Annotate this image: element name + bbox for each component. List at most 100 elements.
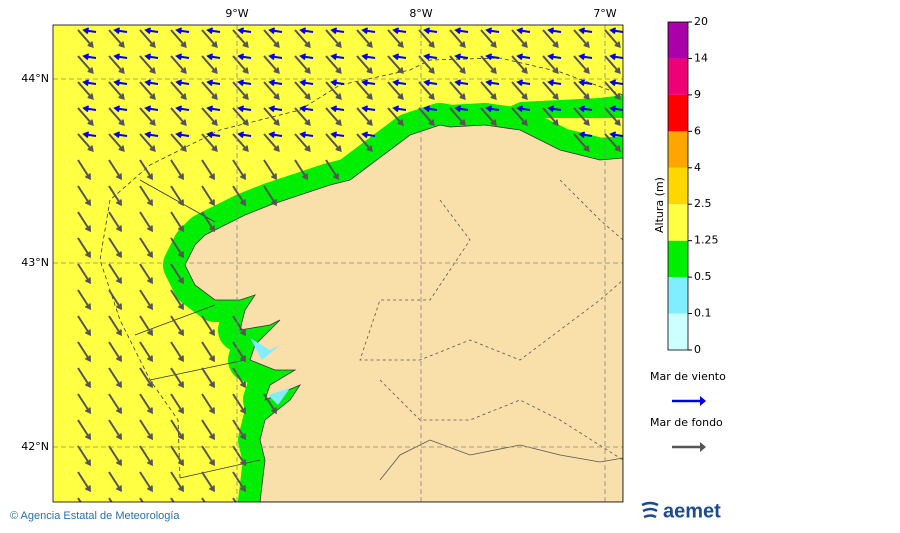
colorbar-band — [668, 277, 688, 314]
arrow — [263, 55, 280, 74]
arrow — [485, 53, 500, 61]
arrow — [108, 263, 122, 285]
arrow — [542, 107, 559, 126]
arrow — [454, 53, 469, 61]
arrow — [77, 445, 91, 467]
arrow — [423, 53, 438, 61]
arrow — [268, 27, 283, 35]
legend: Mar de viento Mar de fondo — [650, 370, 726, 452]
arrow — [175, 79, 190, 87]
arrow — [299, 27, 314, 35]
arrow — [170, 211, 184, 233]
arrow — [387, 107, 404, 126]
arrow — [294, 159, 308, 181]
arrow — [175, 53, 190, 61]
arrow — [361, 131, 376, 139]
arrow — [139, 107, 156, 126]
arrow — [77, 185, 91, 207]
arrow — [454, 105, 469, 113]
arrow — [170, 107, 187, 126]
arrow — [139, 497, 144, 502]
colorbar-label: 20 — [694, 15, 708, 28]
arrow — [170, 419, 184, 441]
colorbar-band — [668, 22, 688, 59]
arrow — [516, 27, 531, 35]
arrow — [170, 367, 184, 389]
arrow — [232, 367, 246, 389]
arrow — [609, 27, 623, 35]
colorbar-band — [668, 167, 688, 205]
arrow — [578, 79, 593, 87]
arrow — [485, 27, 500, 35]
arrow — [392, 27, 407, 35]
arrow — [449, 55, 466, 74]
arrow — [604, 81, 621, 100]
arrow — [237, 79, 252, 87]
arrow — [578, 53, 593, 61]
arrow — [330, 27, 345, 35]
arrow — [263, 159, 277, 181]
arrow — [356, 29, 373, 48]
arrow — [206, 79, 221, 87]
land — [184, 124, 623, 502]
arrow — [77, 263, 91, 285]
arrow — [77, 211, 91, 233]
arrow — [237, 53, 252, 61]
arrow — [170, 81, 187, 100]
arrow — [454, 79, 469, 87]
arrow — [77, 55, 94, 74]
arrow — [170, 55, 187, 74]
zone-outline — [99, 57, 623, 479]
map — [53, 25, 623, 502]
arrow — [294, 29, 311, 48]
arrow — [201, 419, 215, 441]
arrow — [232, 471, 246, 493]
arrow — [144, 53, 159, 61]
arrow — [609, 79, 623, 87]
arrow — [108, 393, 122, 415]
arrow — [139, 159, 153, 181]
arrow — [294, 133, 311, 152]
arrow — [82, 105, 97, 113]
arrow — [325, 29, 342, 48]
arrow — [77, 341, 91, 363]
arrow — [578, 105, 593, 113]
arrow — [485, 105, 500, 113]
arrow — [77, 289, 91, 311]
logo: aemet — [641, 500, 721, 522]
arrow — [113, 105, 128, 113]
arrow — [139, 29, 156, 48]
legend-arrowhead — [700, 396, 706, 406]
colorbar-label: 0.5 — [694, 270, 712, 283]
arrow — [232, 445, 246, 467]
arrow — [201, 133, 218, 152]
arrow — [547, 53, 562, 61]
arrow — [170, 29, 187, 48]
arrow — [542, 55, 559, 74]
arrow — [201, 55, 218, 74]
arrow — [77, 419, 91, 441]
arrow — [604, 55, 621, 74]
arrow — [232, 497, 237, 502]
arrow — [232, 393, 246, 415]
zone-lines — [134, 179, 261, 479]
arrow — [170, 133, 187, 152]
arrow — [108, 471, 122, 493]
arrow — [82, 27, 97, 35]
arrow — [299, 131, 314, 139]
colorbar-title: Altura (m) — [653, 177, 666, 233]
arrow — [170, 471, 184, 493]
arrow — [201, 315, 215, 337]
arrow — [232, 81, 249, 100]
arrow — [542, 81, 559, 100]
arrow — [232, 419, 246, 441]
arrow — [108, 185, 122, 207]
arrow — [77, 81, 94, 100]
arrow — [139, 341, 153, 363]
colorbar-band — [668, 131, 688, 168]
graticule — [53, 25, 623, 502]
colorbar-band — [668, 240, 688, 278]
arrow — [201, 445, 215, 467]
arrow — [201, 185, 215, 207]
arrow — [144, 131, 159, 139]
